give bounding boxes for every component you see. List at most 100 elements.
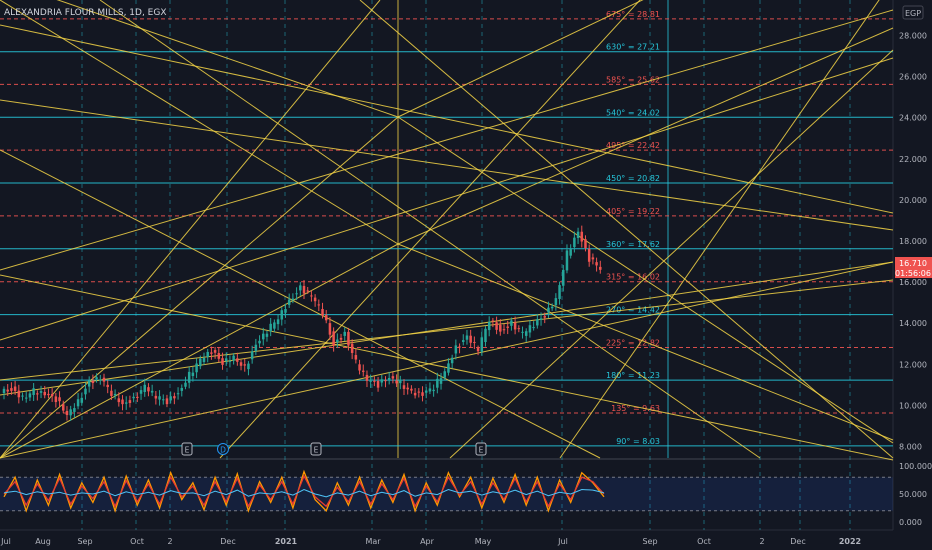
candle-body-148[interactable] [551, 307, 554, 308]
candle-body-159[interactable] [592, 257, 595, 259]
candle-body-82[interactable] [306, 290, 309, 291]
candle-body-18[interactable] [69, 409, 72, 415]
candle-body-57[interactable] [214, 350, 217, 353]
candle-body-42[interactable] [158, 396, 161, 399]
candle-body-30[interactable] [114, 394, 117, 396]
candle-body-28[interactable] [106, 385, 109, 387]
candle-body-83[interactable] [310, 295, 313, 296]
event-marker-0[interactable]: E [182, 443, 192, 455]
candle-body-161[interactable] [599, 267, 602, 270]
candle-body-71[interactable] [266, 334, 269, 337]
candle-body-103[interactable] [384, 380, 387, 381]
candle-body-40[interactable] [151, 391, 154, 393]
candle-body-108[interactable] [403, 385, 406, 389]
candle-body-63[interactable] [236, 358, 239, 361]
candle-body-100[interactable] [373, 381, 376, 382]
candle-body-119[interactable] [443, 371, 446, 377]
candle-body-25[interactable] [95, 377, 98, 379]
candle-body-11[interactable] [43, 392, 46, 395]
candle-body-102[interactable] [381, 379, 384, 382]
candle-body-87[interactable] [325, 315, 328, 320]
candle-body-138[interactable] [514, 322, 517, 329]
candle-body-13[interactable] [51, 394, 54, 396]
candle-body-106[interactable] [395, 380, 398, 383]
candle-body-22[interactable] [84, 389, 87, 395]
candle-body-34[interactable] [129, 400, 132, 403]
candle-body-55[interactable] [206, 352, 209, 357]
candle-body-146[interactable] [543, 316, 546, 318]
candle-body-101[interactable] [377, 381, 380, 388]
candle-body-45[interactable] [169, 396, 172, 400]
candle-body-62[interactable] [232, 356, 235, 361]
candle-body-93[interactable] [347, 332, 350, 346]
candle-body-84[interactable] [314, 298, 317, 302]
candle-body-39[interactable] [147, 387, 150, 391]
candle-body-58[interactable] [218, 353, 221, 359]
candle-body-43[interactable] [162, 399, 165, 400]
candle-body-126[interactable] [469, 336, 472, 343]
candle-body-26[interactable] [99, 379, 102, 380]
candle-body-99[interactable] [369, 381, 372, 382]
candle-body-32[interactable] [121, 400, 124, 405]
candle-body-78[interactable] [292, 299, 295, 300]
candle-body-12[interactable] [47, 394, 50, 395]
candle-body-2[interactable] [10, 388, 13, 391]
candle-body-145[interactable] [540, 318, 543, 319]
candle-body-37[interactable] [140, 390, 143, 394]
candle-body-21[interactable] [81, 398, 84, 403]
candle-body-139[interactable] [518, 328, 521, 329]
candle-body-97[interactable] [362, 371, 365, 372]
price-axis[interactable]: 28.000 26.000 24.000 22.000 20.000 18.000 16.0… [899, 32, 927, 452]
candle-body-131[interactable] [488, 322, 491, 330]
candle-body-114[interactable] [425, 391, 428, 393]
candle-body-15[interactable] [58, 397, 61, 401]
candle-body-147[interactable] [547, 308, 550, 313]
candle-body-59[interactable] [221, 358, 224, 365]
candle-body-67[interactable] [251, 351, 254, 359]
candle-body-111[interactable] [414, 393, 417, 395]
candle-body-6[interactable] [25, 398, 28, 399]
candle-body-0[interactable] [3, 389, 6, 393]
candle-body-150[interactable] [558, 285, 561, 299]
candle-body-117[interactable] [436, 379, 439, 388]
candle-body-53[interactable] [199, 359, 202, 367]
candle-body-74[interactable] [277, 319, 280, 324]
candle-body-3[interactable] [14, 387, 17, 391]
candle-body-112[interactable] [418, 392, 421, 393]
candle-body-134[interactable] [499, 325, 502, 332]
candle-body-121[interactable] [451, 358, 454, 363]
main-pane[interactable] [0, 0, 893, 458]
candle-body-94[interactable] [351, 344, 354, 353]
candle-body-14[interactable] [55, 396, 58, 402]
candle-body-68[interactable] [255, 345, 258, 351]
candle-body-17[interactable] [66, 411, 69, 415]
candle-body-109[interactable] [406, 388, 409, 390]
candle-body-129[interactable] [481, 337, 484, 351]
candle-body-72[interactable] [269, 324, 272, 332]
candle-body-5[interactable] [21, 396, 24, 397]
candle-body-155[interactable] [577, 232, 580, 238]
event-marker-3[interactable]: E [476, 443, 486, 455]
candle-body-89[interactable] [332, 331, 335, 345]
candle-body-152[interactable] [566, 250, 569, 270]
candle-body-51[interactable] [192, 373, 195, 376]
candle-body-54[interactable] [203, 358, 206, 362]
candle-body-20[interactable] [77, 399, 80, 406]
candle-body-31[interactable] [118, 398, 121, 402]
candle-body-61[interactable] [229, 361, 232, 362]
candle-body-69[interactable] [258, 341, 261, 344]
candle-body-65[interactable] [243, 364, 246, 365]
candle-body-113[interactable] [421, 392, 424, 396]
candle-body-35[interactable] [132, 397, 135, 398]
candle-body-95[interactable] [355, 355, 358, 359]
candle-body-50[interactable] [188, 372, 191, 383]
candle-body-149[interactable] [555, 298, 558, 305]
candle-body-10[interactable] [40, 391, 43, 393]
candle-body-151[interactable] [562, 270, 565, 286]
candle-body-122[interactable] [455, 345, 458, 353]
candle-body-110[interactable] [410, 389, 413, 391]
candle-body-80[interactable] [299, 285, 302, 290]
candle-body-47[interactable] [177, 393, 180, 394]
candle-body-116[interactable] [432, 390, 435, 391]
candle-body-48[interactable] [181, 388, 184, 391]
